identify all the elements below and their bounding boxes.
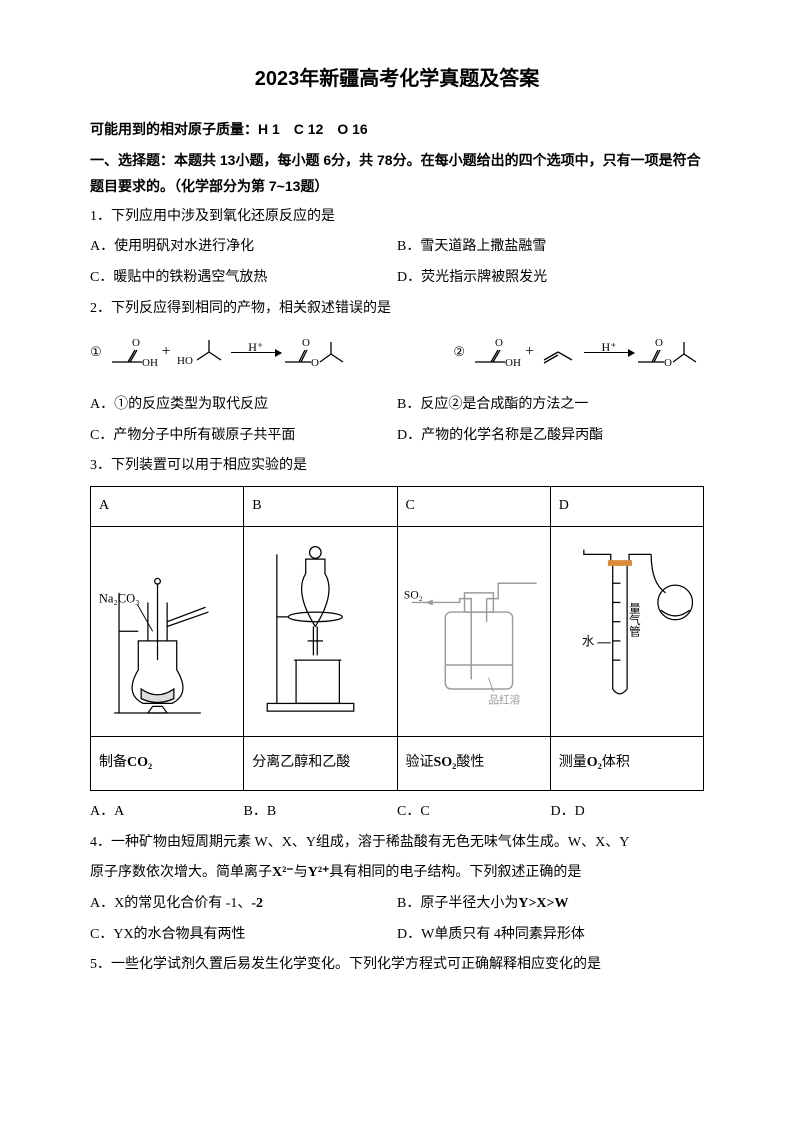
apparatus-b-icon	[248, 531, 392, 722]
arrow-label: H⁺	[231, 336, 281, 359]
q3-option-c: C．C	[397, 799, 551, 826]
svg-text:O: O	[302, 337, 310, 349]
th-d: D	[550, 486, 703, 526]
plus-sign-2: +	[525, 337, 534, 367]
q1-option-d: D．荧光指示牌被照发光	[397, 265, 704, 292]
q2-option-a: A．①的反应类型为取代反应	[90, 392, 397, 419]
reaction-arrow: H⁺	[231, 352, 281, 353]
q4-option-c: C．YX的水合物具有两性	[90, 922, 397, 949]
svg-text:OH: OH	[142, 357, 158, 369]
svg-text:HO: HO	[177, 355, 193, 367]
acetic-acid-icon: O OH	[108, 332, 158, 372]
svg-text:O: O	[664, 357, 672, 369]
apparatus-c-icon: SO₂ 品红溶	[402, 531, 546, 722]
q4-options-row2: C．YX的水合物具有两性 D．W单质只有 4种同素异形体	[90, 922, 704, 949]
q2-reactions: ① O OH + HO H⁺ O O	[90, 332, 704, 372]
q1-options-row1: A．使用明矾对水进行净化 B．雪天道路上撒盐融雪	[90, 234, 704, 261]
svg-text:SO₂: SO₂	[403, 589, 422, 601]
q4-option-d: D．W单质只有 4种同素异形体	[397, 922, 704, 949]
svg-text:O: O	[132, 337, 140, 349]
ester-product-icon: O O	[281, 332, 351, 372]
th-a: A	[91, 486, 244, 526]
apparatus-a-icon: Na₂CO₃	[95, 531, 239, 722]
svg-text:O: O	[311, 357, 319, 369]
reaction-2-label: ②	[453, 340, 465, 365]
plus-sign: +	[162, 337, 171, 367]
reaction-1: ① O OH + HO H⁺ O O	[90, 332, 351, 372]
svg-text:O: O	[495, 337, 503, 349]
apparatus-d-icon: 水 量气管	[555, 531, 699, 722]
q2-option-c: C．产物分子中所有碳原子共平面	[90, 423, 397, 450]
reaction-arrow-2: H⁺	[584, 352, 634, 353]
q1-option-b: B．雪天道路上撒盐融雪	[397, 234, 704, 261]
document-title: 2023年新疆高考化学真题及答案	[90, 60, 704, 98]
q3-options: A．A B．B C．C D．D	[90, 799, 704, 826]
svg-text:O: O	[655, 337, 663, 349]
purpose-a: 制备CO₂	[91, 737, 244, 791]
q1-option-a: A．使用明矾对水进行净化	[90, 234, 397, 261]
svg-text:品红溶: 品红溶	[488, 693, 520, 706]
atomic-mass-note: 可能用到的相对原子质量：H 1 C 12 O 16	[90, 116, 704, 143]
q1-options-row2: C．暖贴中的铁粉遇空气放热 D．荧光指示牌被照发光	[90, 265, 704, 292]
q2-option-b: B．反应②是合成酯的方法之一	[397, 392, 704, 419]
svg-text:量气管: 量气管	[628, 602, 641, 637]
section-1-heading: 一、选择题：本题共 13小题，每小题 6分，共 78分。在每小题给出的四个选项中…	[90, 147, 704, 200]
svg-text:OH: OH	[505, 357, 521, 369]
q3-option-b: B．B	[244, 799, 398, 826]
purpose-d: 测量O₂体积	[550, 737, 703, 791]
q3-stem: 3．下列装置可以用于相应实验的是	[90, 453, 704, 480]
acetic-acid-icon-2: O OH	[471, 332, 521, 372]
propene-icon	[538, 332, 584, 372]
apparatus-table: A B C D	[90, 486, 704, 791]
purpose-b: 分离乙醇和乙酸	[244, 737, 397, 791]
svg-text:水: 水	[582, 634, 595, 648]
ester-product-icon-2: O O	[634, 332, 704, 372]
q3-option-d: D．D	[551, 799, 705, 826]
q4-option-a: A．X的常见化合价有 -1、-2	[90, 891, 397, 918]
q4-options-row1: A．X的常见化合价有 -1、-2 B．原子半径大小为Y>X>W	[90, 891, 704, 918]
q1-option-c: C．暖贴中的铁粉遇空气放热	[90, 265, 397, 292]
q5-stem: 5．一些化学试剂久置后易发生化学变化。下列化学方程式可正确解释相应变化的是	[90, 952, 704, 979]
arrow-label-2: H⁺	[584, 336, 634, 359]
isopropanol-icon: HO	[175, 332, 231, 372]
q2-stem: 2．下列反应得到相同的产物，相关叙述错误的是	[90, 296, 704, 323]
q4-option-b: B．原子半径大小为Y>X>W	[397, 891, 704, 918]
q4-stem-line1: 4．一种矿物由短周期元素 W、X、Y组成，溶于稀盐酸有无色无味气体生成。W、X、…	[90, 830, 704, 857]
q2-options-row1: A．①的反应类型为取代反应 B．反应②是合成酯的方法之一	[90, 392, 704, 419]
q1-stem: 1．下列应用中涉及到氧化还原反应的是	[90, 204, 704, 231]
svg-text:Na₂CO₃: Na₂CO₃	[99, 591, 140, 605]
q4-stem-line2: 原子序数依次增大。简单离子X²⁻与Y²⁺具有相同的电子结构。下列叙述正确的是	[90, 860, 704, 887]
th-c: C	[397, 486, 550, 526]
purpose-c: 验证SO₂酸性	[397, 737, 550, 791]
reaction-2: ② O OH + H⁺ O O	[453, 332, 704, 372]
reaction-1-label: ①	[90, 340, 102, 365]
q2-options-row2: C．产物分子中所有碳原子共平面 D．产物的化学名称是乙酸异丙酯	[90, 423, 704, 450]
th-b: B	[244, 486, 397, 526]
q3-option-a: A．A	[90, 799, 244, 826]
q2-option-d: D．产物的化学名称是乙酸异丙酯	[397, 423, 704, 450]
